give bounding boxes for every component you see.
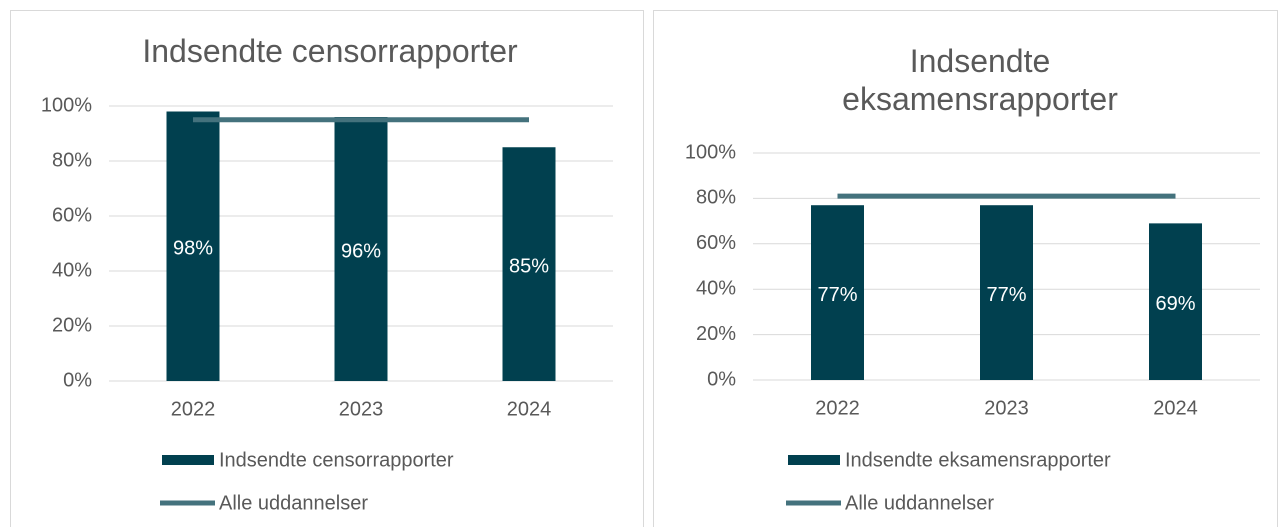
bar <box>166 111 220 381</box>
x-tick-label: 2023 <box>339 398 384 420</box>
x-tick-label: 2022 <box>815 397 860 419</box>
y-tick-label: 100% <box>41 94 92 116</box>
x-tick-label: 2022 <box>171 398 216 420</box>
data-label: 85% <box>509 255 549 277</box>
data-label: 96% <box>341 240 381 262</box>
legend-label: Alle uddannelser <box>219 492 368 514</box>
bar <box>811 205 864 380</box>
y-tick-label: 20% <box>696 323 736 345</box>
chart-title: Indsendte censorrapporter <box>142 33 518 69</box>
chart-panel <box>10 10 644 527</box>
x-tick-label: 2024 <box>507 398 552 420</box>
y-tick-label: 20% <box>52 314 92 336</box>
legend-label: Alle uddannelser <box>845 492 994 514</box>
x-tick-label: 2023 <box>984 397 1029 419</box>
bar <box>1149 223 1202 380</box>
y-tick-label: 60% <box>52 204 92 226</box>
bar <box>980 205 1033 380</box>
data-label: 69% <box>1155 293 1195 315</box>
bar <box>334 117 388 381</box>
y-tick-label: 100% <box>685 141 736 163</box>
data-label: 98% <box>173 238 213 260</box>
data-label: 77% <box>817 284 857 306</box>
legend-label: Indsendte censorrapporter <box>219 449 454 471</box>
legend-label: Indsendte eksamensrapporter <box>845 449 1111 471</box>
bar <box>502 147 556 381</box>
data-label: 77% <box>986 284 1026 306</box>
y-tick-label: 80% <box>696 187 736 209</box>
y-tick-label: 0% <box>707 368 736 390</box>
legend-swatch <box>788 455 840 465</box>
chart-title: Indsendte eksamensrapporter <box>842 43 1118 117</box>
y-tick-label: 40% <box>52 259 92 281</box>
y-tick-label: 40% <box>696 277 736 299</box>
legend-swatch <box>162 455 214 465</box>
y-tick-label: 80% <box>52 149 92 171</box>
y-tick-label: 0% <box>63 369 92 391</box>
y-tick-label: 60% <box>696 232 736 254</box>
x-tick-label: 2024 <box>1153 397 1198 419</box>
